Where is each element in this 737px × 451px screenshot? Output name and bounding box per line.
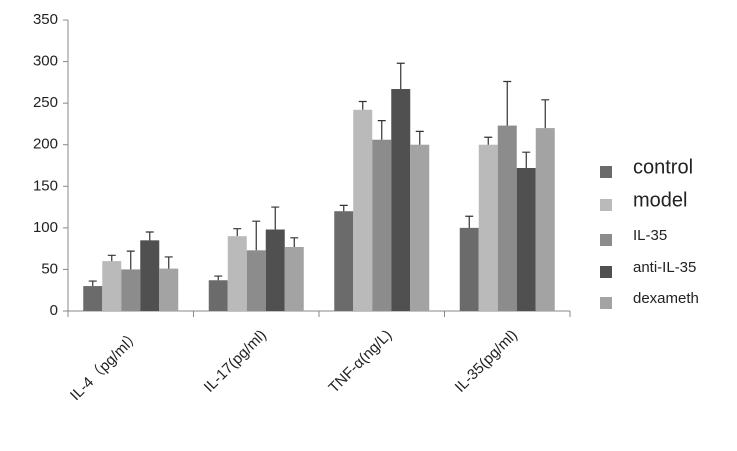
bar [208,280,228,311]
legend-label: anti-IL-35 [633,259,696,276]
bar [391,89,411,311]
bar [410,144,430,311]
bar [159,268,179,311]
y-tick-label: 350 [33,11,58,28]
error-bar [164,256,173,269]
error-bar [271,206,280,230]
legend-swatch [600,199,612,211]
error-bar [233,228,242,237]
error-bar [541,99,550,129]
error-bar [339,204,348,212]
bar [478,144,498,311]
bar [459,227,479,311]
x-tick-label: IL-17(pg/ml) [201,327,270,396]
error-bar [126,250,135,270]
bar [372,139,392,311]
error-bar [214,275,223,281]
legend-label: control [633,156,693,178]
bar [516,167,536,311]
bar [102,261,122,311]
bar [284,246,304,311]
y-tick-label: 0 [50,302,58,319]
bar [334,211,354,311]
error-bar [107,254,116,262]
error-bar [396,62,405,90]
y-tick-label: 200 [33,136,58,153]
error-bar [377,120,386,140]
error-bar [415,130,424,145]
legend-label: IL-35 [633,227,667,244]
error-bar [88,280,97,287]
legend-label: dexameth [633,290,699,307]
x-tick-label: IL-4（pg/ml） [67,327,144,404]
legend-swatch [600,234,612,246]
error-bar [290,237,299,247]
bar [497,125,517,311]
error-bar [145,231,154,241]
y-tick-label: 50 [41,260,58,277]
error-bar [522,151,531,168]
y-tick-label: 300 [33,53,58,70]
legend-swatch [600,266,612,278]
error-bar [503,80,512,126]
error-bar [252,220,261,251]
bar [121,269,141,311]
bar [246,250,266,311]
bar [140,240,160,311]
bar [83,286,103,311]
x-tick-label: IL-35(pg/ml) [452,327,521,396]
x-tick-label: TNF-α(ng/L) [325,327,395,397]
bar [535,128,555,311]
y-tick-label: 100 [33,219,58,236]
legend-swatch [600,297,612,309]
legend-label: model [633,189,687,211]
error-bar [484,136,493,145]
error-bar [358,100,367,110]
legend-swatch [600,166,612,178]
bar [353,109,373,312]
bar [265,229,285,311]
y-tick-label: 150 [33,177,58,194]
bar [227,236,247,311]
y-tick-label: 250 [33,94,58,111]
error-bar [465,215,474,228]
